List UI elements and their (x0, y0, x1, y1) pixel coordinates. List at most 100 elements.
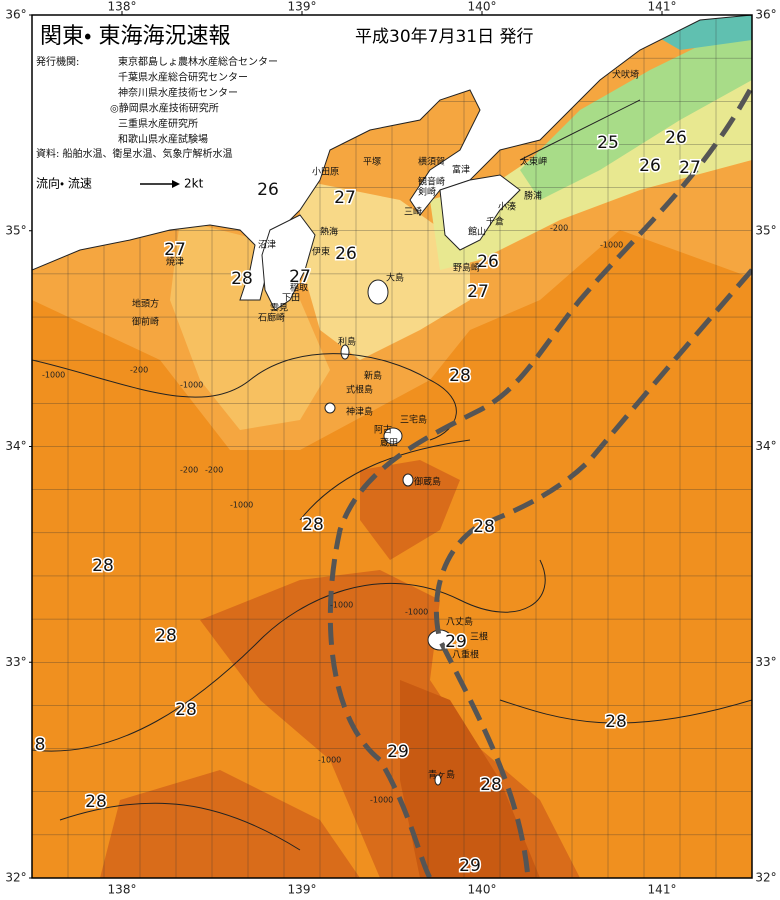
isotherm-label: 27 (467, 282, 489, 302)
lon-tick-label: 141° (648, 883, 677, 897)
agency: 三重県水産研究所 (118, 117, 198, 130)
depth-label: -1000 (180, 381, 203, 390)
depth-label: -1000 (370, 796, 393, 805)
place-name: 神津島 (346, 406, 373, 418)
lat-tick-label: 34° (5, 439, 26, 453)
agency: 千葉県水産総合研究センター (118, 71, 248, 84)
depth-label: -1000 (42, 371, 65, 380)
place-name: 観音崎 (418, 176, 445, 188)
place-name: 三宅島 (400, 414, 427, 426)
land (32, 15, 752, 301)
izu-peninsula (261, 214, 316, 311)
isotherm-label: 28 (449, 366, 471, 386)
isotherm-label: 25 (597, 133, 619, 153)
lon-tick-label: 140° (468, 883, 497, 897)
lat-tick-label: 36° (5, 8, 26, 22)
current-label: 流向・ 流速 (36, 176, 92, 191)
place-name: 阿古 (374, 424, 392, 436)
lon-tick-label: 139° (288, 883, 317, 897)
isotherm-label: 28 (155, 626, 177, 646)
place-name: 犬吠埼 (612, 69, 639, 81)
depth-label: -200 (550, 224, 568, 233)
place-name: 館山 (468, 226, 486, 238)
title-box (34, 22, 350, 52)
lon-tick-label: 139° (288, 0, 317, 14)
isotherm-label: 27 (289, 267, 311, 287)
isotherm-label: 28 (92, 556, 114, 576)
isotherm-label: 8 (35, 735, 46, 755)
place-name: 伊東 (312, 246, 330, 258)
title: 関東・ 東海海況速報 (40, 24, 230, 49)
kuroshio-axis (327, 88, 752, 878)
island (340, 344, 350, 360)
isotherm-label: 28 (175, 700, 197, 720)
place-name: 勝浦 (524, 190, 542, 202)
isotherm-label: 26 (639, 156, 661, 176)
island (434, 774, 442, 786)
lon-tick-label: 138° (108, 883, 137, 897)
boso-peninsula (439, 174, 521, 251)
place-name: 三根 (470, 631, 488, 643)
place-name: 式根島 (346, 384, 373, 396)
isotherm-label: 27 (679, 158, 701, 178)
depth-label: -1000 (600, 241, 623, 250)
place-name: 八丈島 (446, 616, 473, 628)
place-name: 青ヶ島 (428, 769, 455, 781)
place-name: 蔵田 (380, 437, 398, 449)
isotherms (32, 99, 752, 851)
place-name: 御蔵島 (414, 476, 441, 488)
place-name: 八重根 (452, 649, 479, 661)
coastal-water (300, 180, 470, 360)
isotherm-label: 26 (335, 244, 357, 264)
agency: 和歌山県水産試験場 (118, 133, 208, 146)
agency: 神奈川県水産技術センター (118, 86, 238, 99)
place-name: 平塚 (363, 157, 381, 168)
place-name: 富津 (452, 164, 470, 176)
depth-label: -200 (130, 366, 148, 375)
place-name: 熱海 (320, 226, 338, 238)
place-name: 小湊 (498, 201, 516, 213)
isotherm-label: 29 (445, 632, 467, 652)
isotherm-label: 26 (257, 180, 279, 200)
isotherm-label: 26 (477, 252, 499, 272)
island (367, 279, 389, 305)
isotherm-label: 28 (473, 517, 495, 537)
island (383, 427, 403, 445)
isotherm-label: 29 (387, 742, 409, 762)
place-name: 大島 (386, 272, 404, 284)
place-name: 利島 (338, 336, 356, 348)
place-name: 下田 (282, 293, 300, 304)
lat-tick-label: 32° (5, 871, 26, 885)
agency: 東京都島しょ農林水産総合センター (118, 55, 278, 68)
isotherm-label: 27 (164, 240, 186, 260)
isotherm-label: 28 (231, 269, 253, 289)
lat-tick-label: 35° (755, 223, 776, 237)
isotherm-label: 29 (459, 856, 481, 876)
lat-tick-label: 34° (755, 439, 776, 453)
warm-core (100, 770, 360, 878)
lat-tick-label: 32° (755, 871, 776, 885)
depth-label: -200 (205, 466, 223, 475)
lat-tick-label: 33° (5, 655, 26, 669)
agency-heading: 発行機関: (36, 55, 79, 68)
lat-tick-label: 33° (755, 655, 776, 669)
place-name: 太東岬 (520, 156, 547, 168)
isotherm-label: 28 (480, 775, 502, 795)
current-arrow-head (172, 180, 180, 188)
warm-core (360, 460, 460, 560)
lon-tick-label: 138° (108, 0, 137, 14)
current-scale: 2kt (184, 177, 204, 191)
sources: 資料: 船舶水温、衛星水温、気象庁解析水温 (36, 147, 233, 160)
place-name: 野島崎 (453, 262, 480, 274)
place-name: 焼津 (166, 257, 184, 268)
coastal-water (170, 220, 330, 430)
isotherm-label: 28 (85, 792, 107, 812)
place-name: 沼津 (258, 240, 276, 251)
place-name: 三崎 (404, 206, 422, 218)
depth-label: -1000 (318, 756, 341, 765)
isotherm-label: 27 (334, 188, 356, 208)
place-name: 千倉 (486, 217, 504, 228)
